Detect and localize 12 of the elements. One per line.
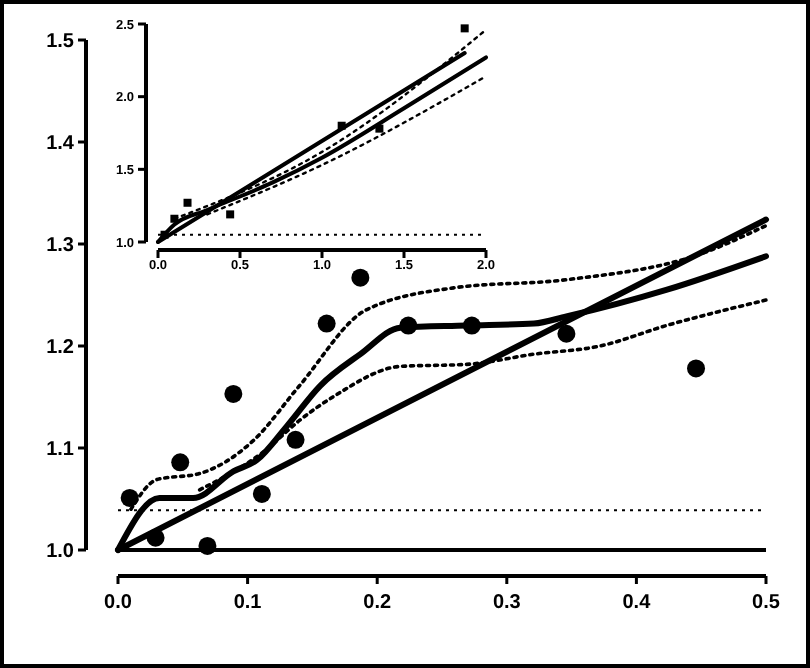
x-tick-label: 0.5 xyxy=(752,592,781,614)
y-tick-label: 1.3 xyxy=(46,235,75,257)
x-tick-label: 0.3 xyxy=(492,592,522,614)
x-tick-label: 0.1 xyxy=(233,592,263,614)
y-tick-label: 1.2 xyxy=(46,337,75,359)
x-tick-label: 0.4 xyxy=(622,592,652,614)
y-tick-label: 1.0 xyxy=(46,541,75,563)
x-tick-label: 0.0 xyxy=(104,592,133,614)
x-tick-label: 0.2 xyxy=(363,592,392,614)
y-tick-label: 1.5 xyxy=(46,31,75,53)
y-tick-label: 1.4 xyxy=(46,133,75,155)
y-tick-label: 1.1 xyxy=(46,439,75,461)
